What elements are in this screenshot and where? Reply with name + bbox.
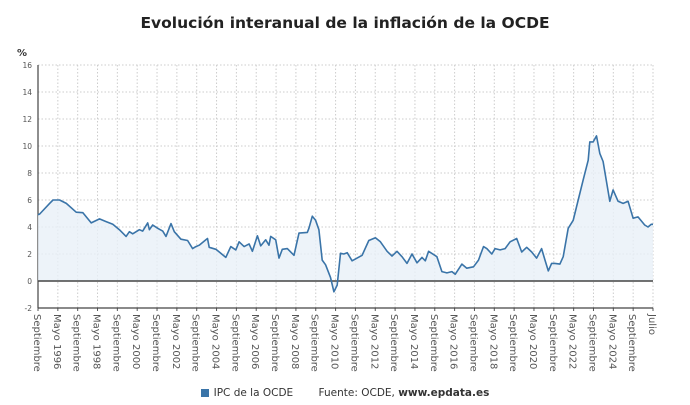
source-prefix: Fuente: OCDE,	[318, 387, 395, 399]
x-tick-label: Septiembre	[71, 314, 82, 372]
y-tick-label: 0	[27, 277, 32, 286]
x-tick-label: Mayo 2008	[289, 314, 300, 369]
source-note: Fuente: OCDE, www.epdata.es	[319, 387, 490, 399]
x-axis: Septiembre Mayo 1996 Septiembre Mayo 1998 Se…	[31, 307, 657, 372]
y-axis: -2 0 2 4 6 8 10 12 14 16	[22, 61, 39, 313]
source-link[interactable]: www.epdata.es	[398, 387, 490, 399]
y-tick-label: 10	[22, 142, 32, 151]
x-tick-label: Mayo 2000	[130, 314, 141, 369]
legend-series-label: IPC de la OCDE	[213, 387, 294, 399]
y-tick-label: 2	[27, 250, 32, 259]
x-tick-label: Septiembre	[150, 314, 161, 372]
x-tick-label: Mayo 2010	[329, 314, 340, 369]
x-tick-label: Septiembre	[626, 314, 637, 372]
y-axis-label: %	[17, 48, 27, 59]
x-tick-label: Septiembre	[269, 314, 280, 372]
x-tick-label: Septiembre	[229, 314, 240, 372]
x-tick-label: Septiembre	[547, 314, 558, 372]
y-tick-label: 6	[27, 196, 32, 205]
legend: IPC de la OCDE Fuente: OCDE, www.epdata.…	[0, 387, 690, 400]
x-tick-label: Mayo 2014	[408, 314, 419, 369]
x-tick-label: Mayo 2018	[487, 314, 498, 369]
x-tick-label: Septiembre	[31, 314, 42, 372]
x-tick-label: Septiembre	[388, 314, 399, 372]
series-line	[37, 135, 653, 293]
x-tick-label: Mayo 1996	[51, 314, 62, 369]
y-tick-label: 4	[27, 223, 32, 232]
x-tick-label: Septiembre	[309, 314, 320, 372]
y-tick-label: 8	[27, 169, 32, 178]
x-tick-label: Mayo 2020	[527, 314, 538, 369]
x-tick-label: Mayo 2012	[368, 314, 379, 369]
x-tick-label: Septiembre	[110, 314, 121, 372]
x-tick-label: Mayo 2024	[606, 314, 617, 369]
legend-swatch	[200, 389, 209, 397]
x-tick-label: Septiembre	[467, 314, 478, 372]
x-tick-label: Septiembre	[348, 314, 359, 372]
x-tick-label: Septiembre	[586, 314, 597, 372]
x-tick-label: Mayo 2006	[249, 314, 260, 369]
x-tick-label: Septiembre	[428, 314, 439, 372]
series-area	[38, 135, 653, 292]
x-tick-label: Septiembre	[507, 314, 518, 372]
x-tick-label: Mayo 2004	[210, 314, 221, 369]
x-tick-label: Mayo 1998	[91, 314, 102, 369]
x-tick-label: Julio	[646, 313, 657, 335]
x-tick-label: Mayo 2002	[170, 314, 181, 369]
x-tick-label: Mayo 2022	[567, 314, 578, 369]
y-tick-label: 16	[22, 61, 32, 70]
x-tick-label: Septiembre	[190, 314, 201, 372]
chart-title: Evolución interanual de la inflación de …	[140, 14, 550, 32]
y-tick-label: -2	[25, 304, 33, 313]
x-tick-label: Mayo 2016	[448, 314, 459, 369]
plot-area	[37, 135, 654, 293]
y-tick-label: 14	[22, 88, 32, 97]
grid	[38, 64, 654, 308]
y-tick-label: 12	[22, 115, 32, 124]
